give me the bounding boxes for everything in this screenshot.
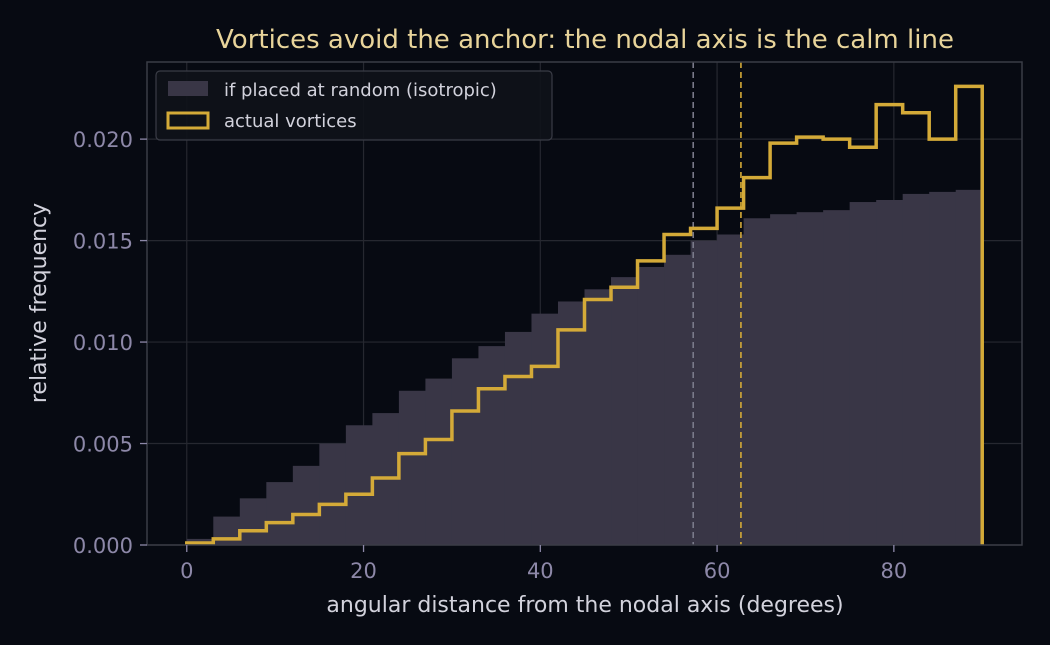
x-tick-label: 20 [350,559,377,583]
x-tick-label: 40 [527,559,554,583]
legend-label-isotropic: if placed at random (isotropic) [224,80,497,101]
plot-frame [146,61,1023,546]
isotropic-bar [690,240,718,545]
y-tick-label: 0.020 [73,128,133,152]
isotropic-bar [266,482,294,545]
isotropic-bar [664,254,691,545]
x-tick-label: 80 [880,559,907,583]
legend: if placed at random (isotropic) actual v… [155,70,553,141]
x-tick-label: 0 [180,559,193,583]
y-tick-label: 0.000 [73,534,133,558]
y-tick-label: 0.015 [73,230,133,254]
isotropic-bar [398,390,426,545]
isotropic-bar [213,516,241,545]
isotropic-bar [717,234,744,545]
isotropic-bar [611,277,638,545]
y-axis-label: relative frequency [27,203,52,403]
x-tick-label: 60 [704,559,731,583]
legend-swatch-isotropic [168,81,208,96]
isotropic-bars [186,189,983,546]
isotropic-bar [531,313,559,545]
actual-step-line [185,84,984,545]
isotropic-bar [955,189,983,545]
isotropic-bar [743,218,771,545]
isotropic-bar [478,346,506,545]
isotropic-bar [451,358,479,545]
isotropic-bar [319,443,347,545]
isotropic-bar [849,202,877,545]
isotropic-bar [770,214,798,546]
isotropic-bar [902,193,930,546]
y-tick-label: 0.005 [73,433,133,457]
isotropic-bar [345,425,373,545]
legend-swatch-actual [166,111,210,130]
reference-lines [692,62,742,545]
isotropic-bar [876,200,904,545]
isotropic-bar [425,378,453,545]
isotropic-bar [557,301,585,545]
isotropic-bar [796,212,824,546]
isotropic-bar [584,289,612,545]
isotropic-bar [637,266,665,545]
isotropic-bar [929,191,957,545]
x-axis-label: angular distance from the nodal axis (de… [326,593,843,618]
y-tick-label: 0.010 [73,331,133,355]
isotropic-bar [292,465,320,545]
chart-title: Vortices avoid the anchor: the nodal axi… [216,25,954,55]
isotropic-bar [504,331,532,545]
legend-box [155,70,553,141]
isotropic-bar [239,498,267,545]
axis-ticks: 0 20 40 60 80 0.000 0.005 0.010 0.015 0.020 [73,128,907,583]
actual-step-series [185,84,984,545]
isotropic-bar [823,210,851,545]
legend-label-actual: actual vortices [224,111,357,132]
